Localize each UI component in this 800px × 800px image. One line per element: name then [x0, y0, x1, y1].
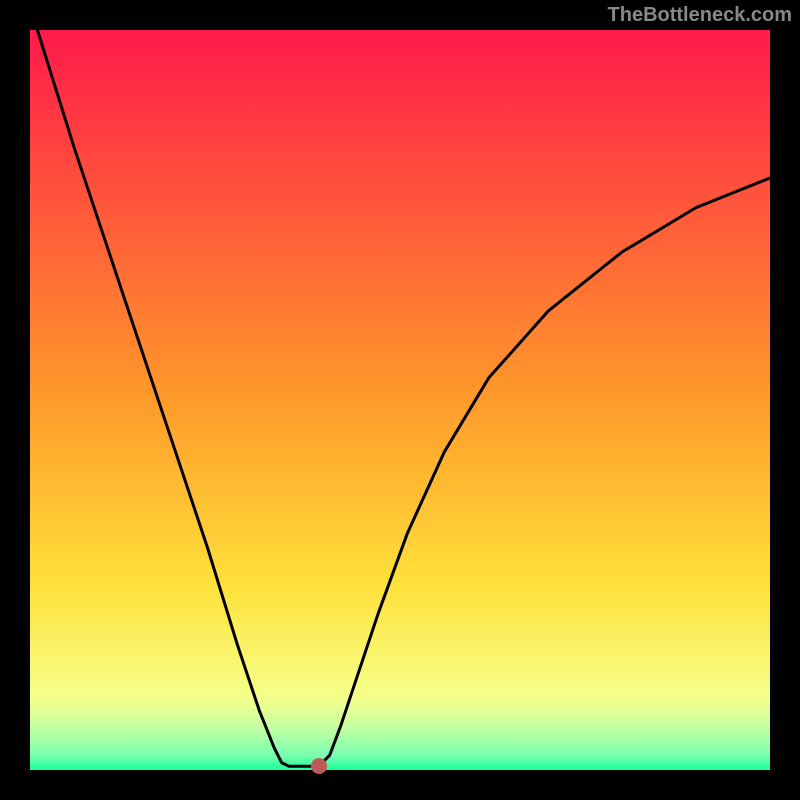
chart-plot-area	[30, 30, 770, 770]
bottleneck-curve	[37, 30, 770, 766]
watermark-text: TheBottleneck.com	[608, 4, 792, 27]
chart-curve-svg	[30, 30, 770, 770]
minimum-marker	[311, 758, 327, 774]
